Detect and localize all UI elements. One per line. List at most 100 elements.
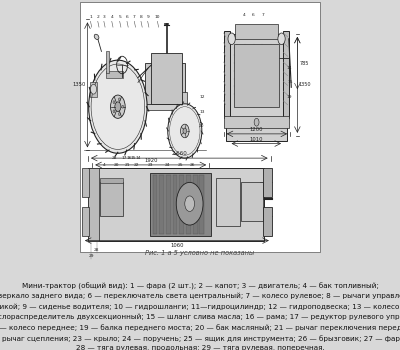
Bar: [173, 175, 178, 234]
Ellipse shape: [94, 34, 99, 40]
Text: 7: 7: [261, 13, 264, 16]
Text: 1: 1: [89, 15, 92, 19]
Text: 15: 15: [287, 80, 293, 84]
Text: 5: 5: [118, 15, 121, 19]
Text: 22 — рычаг сцепления; 23 — крыло; 24 — поручень; 25 — ящик для инструмента; 26 —: 22 — рычаг сцепления; 23 — крыло; 24 — п…: [0, 335, 400, 342]
Bar: [241, 182, 263, 221]
Circle shape: [254, 118, 259, 126]
Bar: [186, 175, 191, 234]
Bar: [82, 206, 89, 236]
Bar: [100, 182, 123, 216]
Bar: [216, 177, 240, 226]
Text: 14: 14: [286, 66, 292, 70]
Bar: [224, 31, 230, 118]
Text: 23: 23: [147, 163, 153, 167]
Circle shape: [278, 33, 285, 44]
Circle shape: [115, 102, 121, 112]
Text: 8: 8: [140, 15, 142, 19]
Bar: [263, 206, 272, 236]
Text: 3: 3: [102, 15, 105, 19]
Circle shape: [118, 113, 120, 116]
Text: 6: 6: [252, 13, 255, 16]
Bar: [199, 175, 204, 234]
Circle shape: [183, 128, 187, 134]
Text: 29: 29: [88, 254, 94, 258]
Bar: [235, 24, 278, 39]
Bar: [150, 173, 211, 236]
Circle shape: [113, 110, 115, 113]
Text: 1920: 1920: [144, 158, 158, 163]
Bar: [151, 53, 182, 104]
Text: 1060: 1060: [170, 243, 184, 247]
Text: 20: 20: [114, 163, 119, 167]
Text: 13: 13: [199, 110, 204, 113]
Text: Мини-трактор (общий вид): 1 — фара (2 шт.); 2 — капот; 3 — двигатель; 4 — бак то: Мини-трактор (общий вид): 1 — фара (2 шт…: [22, 282, 378, 290]
Text: 4: 4: [103, 163, 106, 167]
Bar: [92, 100, 186, 110]
Bar: [88, 168, 264, 240]
Text: 26: 26: [190, 163, 196, 167]
Circle shape: [113, 101, 115, 104]
Text: 1200: 1200: [250, 127, 263, 132]
Bar: [179, 175, 184, 234]
Bar: [174, 92, 187, 104]
Bar: [152, 175, 158, 234]
Circle shape: [176, 182, 203, 225]
Bar: [193, 175, 198, 234]
Circle shape: [180, 124, 189, 138]
Text: 9: 9: [146, 15, 149, 19]
Circle shape: [90, 84, 96, 94]
Text: 14 — маслораспределитель двухсекционный; 15 — шланг слива масла; 16 — рама; 17 —: 14 — маслораспределитель двухсекционный;…: [0, 314, 400, 320]
Bar: [159, 175, 164, 234]
Text: 2,660: 2,660: [172, 151, 187, 156]
Text: 10: 10: [155, 15, 160, 19]
Text: 4: 4: [110, 15, 113, 19]
Text: 24: 24: [164, 163, 170, 167]
Text: 14: 14: [136, 156, 141, 160]
Text: Рис. 1 а 5 условно не показаны: Рис. 1 а 5 условно не показаны: [145, 250, 255, 256]
Circle shape: [118, 98, 120, 101]
Bar: [82, 168, 89, 197]
Text: 7: 7: [133, 15, 136, 19]
Bar: [145, 63, 185, 104]
Text: 1350: 1350: [73, 82, 86, 87]
Bar: [283, 31, 290, 118]
Text: 21: 21: [124, 163, 130, 167]
Bar: [263, 168, 272, 197]
Text: 6: 6: [126, 15, 128, 19]
Circle shape: [228, 33, 235, 44]
Bar: [226, 34, 287, 141]
Text: 22: 22: [134, 163, 140, 167]
Bar: [103, 73, 136, 107]
Text: 25: 25: [178, 163, 183, 167]
Text: 19: 19: [286, 95, 292, 99]
Bar: [100, 177, 123, 183]
Text: 12: 12: [199, 95, 204, 99]
Text: 2: 2: [96, 15, 99, 19]
Text: 20: 20: [199, 124, 204, 128]
Bar: [234, 44, 279, 107]
Text: 1010: 1010: [250, 136, 263, 142]
Bar: [80, 2, 320, 252]
Text: 15: 15: [131, 156, 136, 160]
Bar: [106, 71, 123, 78]
Bar: [166, 175, 171, 234]
Circle shape: [89, 60, 147, 153]
Text: 17: 17: [121, 156, 127, 160]
Text: 28: 28: [94, 248, 99, 252]
Text: 28 — тяга рулевая, продольная; 29 — тяга рулевая, поперечная.: 28 — тяга рулевая, продольная; 29 — тяга…: [76, 345, 324, 350]
Bar: [106, 51, 109, 73]
Text: 18 — колесо переднее; 19 — балка переднего моста; 20 — бак масляный; 21 — рычаг : 18 — колесо переднее; 19 — балка передне…: [0, 324, 400, 331]
Circle shape: [122, 105, 124, 108]
Bar: [88, 168, 99, 240]
Bar: [224, 117, 290, 128]
Circle shape: [168, 104, 202, 158]
Text: 1350: 1350: [298, 82, 311, 87]
Text: 785: 785: [299, 61, 308, 65]
Bar: [90, 83, 96, 97]
Text: гидравликой; 9 — сиденье водителя; 10 — гидрошланги; 11—гидроцилиндр; 12 — гидро: гидравликой; 9 — сиденье водителя; 10 — …: [0, 303, 400, 310]
Text: 4: 4: [243, 13, 246, 16]
Circle shape: [110, 95, 125, 118]
Text: 16: 16: [126, 156, 132, 160]
Circle shape: [185, 196, 194, 211]
